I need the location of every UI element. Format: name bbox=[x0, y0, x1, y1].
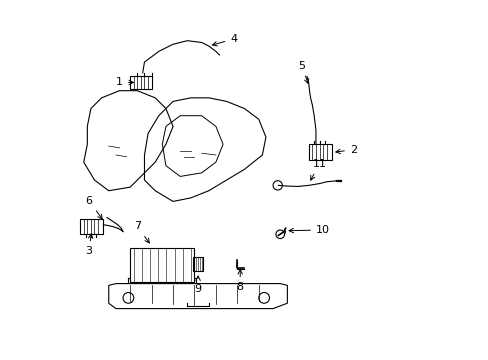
Text: 7: 7 bbox=[134, 221, 149, 243]
Text: 2: 2 bbox=[335, 145, 356, 155]
Bar bbox=[80, 219, 103, 234]
Text: 11: 11 bbox=[310, 159, 326, 180]
Bar bbox=[130, 76, 151, 89]
Bar bbox=[130, 248, 194, 282]
Text: 3: 3 bbox=[85, 234, 93, 256]
Text: 4: 4 bbox=[212, 34, 237, 46]
Text: 8: 8 bbox=[236, 270, 244, 292]
Text: 5: 5 bbox=[298, 61, 308, 84]
Text: 1: 1 bbox=[116, 77, 133, 87]
Text: 9: 9 bbox=[194, 276, 201, 294]
Text: 10: 10 bbox=[288, 225, 329, 235]
Bar bbox=[308, 144, 331, 160]
Text: 6: 6 bbox=[85, 196, 102, 219]
Bar bbox=[192, 257, 203, 271]
